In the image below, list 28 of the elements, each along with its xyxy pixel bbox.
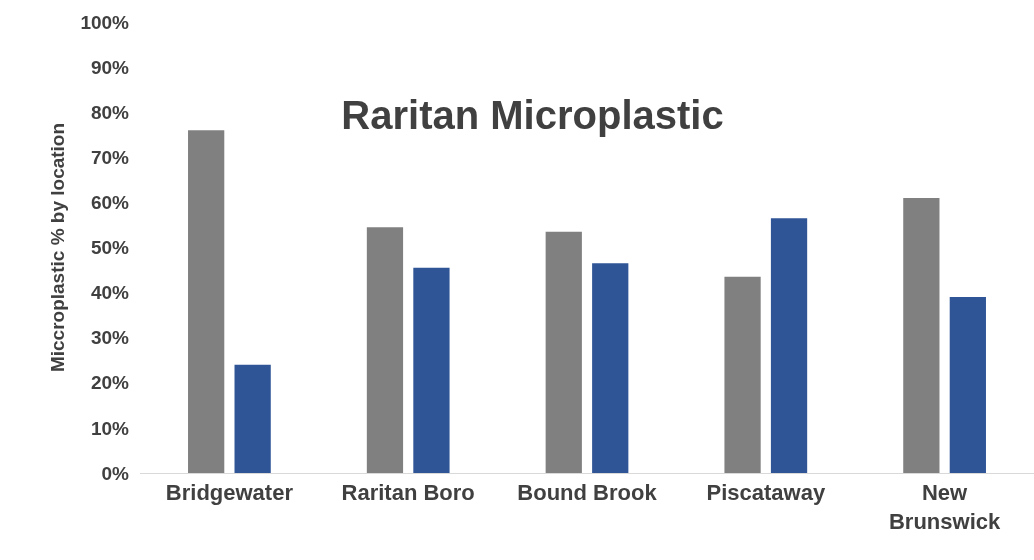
bar: [903, 197, 940, 473]
text: Raritan Microplastic: [341, 92, 724, 137]
y-tick-label: 80%: [90, 101, 130, 123]
x-tick-label: Raritan Boro: [341, 480, 475, 506]
y-tick-label: 0%: [101, 462, 130, 484]
bar: [188, 130, 225, 473]
bar: [949, 297, 986, 473]
y-tick-label: 10%: [90, 417, 130, 439]
bar: [724, 276, 761, 473]
y-tick-label: 100%: [80, 11, 130, 33]
x-tick-label: Piscataway: [706, 480, 826, 506]
x-tick-label: Bridgewater: [165, 480, 294, 506]
y-tick-label: 90%: [90, 56, 130, 78]
bar: [234, 364, 271, 473]
bar: [366, 227, 404, 473]
bar: [770, 218, 808, 473]
y-tick-label: 60%: [90, 192, 130, 214]
y-tick-label: 70%: [90, 146, 130, 168]
y-axis-title: Miccroplastic % by location: [47, 122, 69, 373]
x-tick-label: Bound Brook: [517, 480, 658, 506]
y-tick-label: 40%: [90, 282, 130, 304]
bar: [545, 231, 582, 473]
x-tick-label: New Brunswick: [888, 480, 1001, 534]
y-tick-label: 50%: [90, 237, 130, 259]
bar: [592, 263, 629, 473]
y-tick-label: 30%: [90, 327, 130, 349]
bar: [413, 267, 450, 473]
y-tick-label: 20%: [90, 372, 130, 394]
